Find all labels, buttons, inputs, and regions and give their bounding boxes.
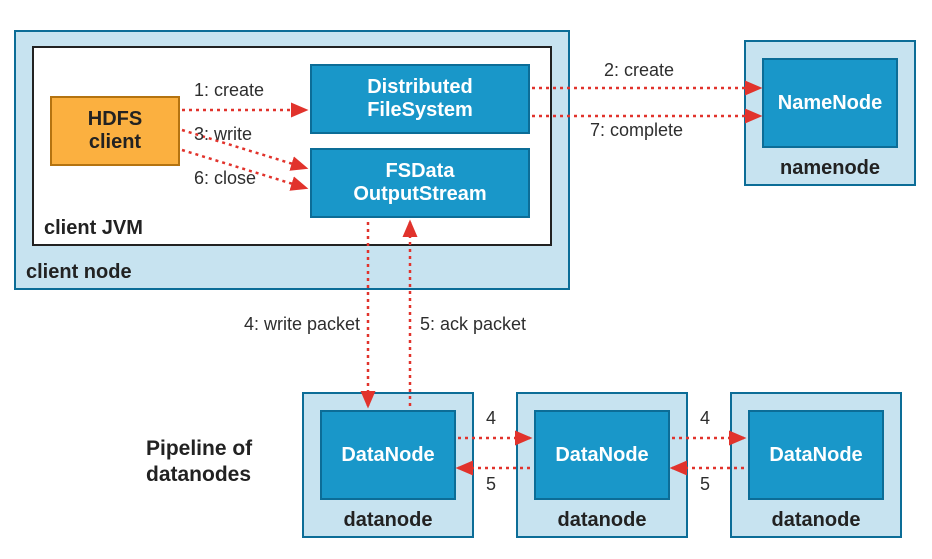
datanode-node-1: DataNode — [320, 410, 456, 500]
edge-label-e4: 4: write packet — [244, 314, 360, 335]
datanode-3-label: datanode — [732, 509, 900, 532]
pipeline-label-l1: Pipeline of — [146, 436, 252, 462]
dist-fs-line1: Distributed — [367, 76, 473, 99]
dn2-line1: DataNode — [555, 444, 648, 467]
dn3-line1: DataNode — [769, 444, 862, 467]
edge-label-e5c: 5 — [700, 474, 710, 495]
datanode-node-2: DataNode — [534, 410, 670, 500]
namenode-container-label: namenode — [746, 157, 914, 180]
hdfs-client-line1: HDFS — [88, 108, 142, 131]
edge-label-e4b: 4 — [486, 408, 496, 429]
fsdata-outputstream-node: FSData OutputStream — [310, 148, 530, 218]
fsdata-line2: OutputStream — [353, 183, 486, 206]
pipeline-label-l2: datanodes — [146, 462, 252, 488]
fsdata-line1: FSData — [353, 160, 486, 183]
client-jvm-label: client JVM — [44, 217, 143, 240]
dist-fs-line2: FileSystem — [367, 99, 473, 122]
dn1-line1: DataNode — [341, 444, 434, 467]
edge-label-e7: 7: complete — [590, 120, 683, 141]
datanode-2-label: datanode — [518, 509, 686, 532]
edge-label-e2: 2: create — [604, 60, 674, 81]
hdfs-client-node: HDFS client — [50, 96, 180, 166]
edge-label-e5b: 5 — [486, 474, 496, 495]
namenode-line1: NameNode — [778, 92, 882, 115]
client-node-label: client node — [26, 261, 132, 284]
hdfs-client-line2: client — [88, 131, 142, 154]
edge-label-e1: 1: create — [194, 80, 264, 101]
distributed-filesystem-node: Distributed FileSystem — [310, 64, 530, 134]
edge-label-e4c: 4 — [700, 408, 710, 429]
edge-label-e6: 6: close — [194, 168, 256, 189]
datanode-node-3: DataNode — [748, 410, 884, 500]
edge-label-e3: 3: write — [194, 124, 252, 145]
namenode-node: NameNode — [762, 58, 898, 148]
pipeline-label: Pipeline of datanodes — [146, 436, 252, 489]
edge-label-e5: 5: ack packet — [420, 314, 526, 335]
datanode-1-label: datanode — [304, 509, 472, 532]
